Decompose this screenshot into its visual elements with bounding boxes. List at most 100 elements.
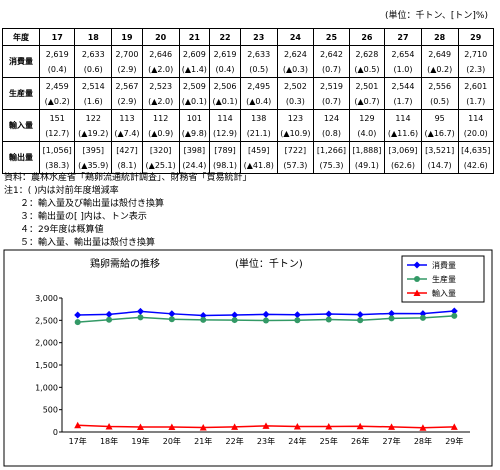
value-cell: 95 xyxy=(420,109,459,126)
chart-title: 鶏卵需給の推移 xyxy=(90,257,160,270)
units: (単位：千トン、[トン]%) xyxy=(384,11,488,21)
change-row: (0.4) (0.6) (2.9) (▲2.0) (▲1.4) (0.4) (0.5) (▲0… xyxy=(3,62,494,78)
value-cell: 2,700 xyxy=(111,45,143,62)
change-cell: (▲0.5) xyxy=(348,62,386,78)
x-tick-label: 28年 xyxy=(414,436,432,446)
data-point xyxy=(388,315,395,322)
change-cell: (▲0.2) xyxy=(420,62,459,78)
change-cell: (▲35.9) xyxy=(74,158,113,174)
value-cell: 129 xyxy=(348,109,386,126)
x-tick-label: 29年 xyxy=(445,436,463,446)
value-cell: 101 xyxy=(178,109,211,126)
value-cell: [427] xyxy=(111,141,143,158)
data-point xyxy=(325,316,332,323)
change-cell: (4.0) xyxy=(348,126,386,142)
value-cell: [1,266] xyxy=(313,141,350,158)
change-cell: (49.1) xyxy=(348,158,386,174)
table: 年度 17 18 19 20 21 22 23 24 25 26 27 28 29 消費量 2,619 2,63… xyxy=(2,28,494,174)
x-tick-label: 26年 xyxy=(351,436,369,446)
data-point xyxy=(231,317,238,324)
data-point xyxy=(419,310,427,318)
value-cell: 2,514 xyxy=(74,77,113,94)
data-point xyxy=(419,314,426,321)
change-cell: (0.8) xyxy=(313,126,350,142)
data-point xyxy=(263,317,269,324)
change-cell: (0.6) xyxy=(74,62,113,78)
x-tick-label: 24年 xyxy=(288,436,306,446)
legend-marker xyxy=(414,276,420,282)
data-point xyxy=(199,423,207,431)
change-cell: (1.7) xyxy=(457,94,494,110)
y-tick-label: 3,000 xyxy=(35,294,58,303)
value-cell: 2,544 xyxy=(384,77,422,94)
header-cell: 年度 xyxy=(2,28,40,46)
x-tick-label: 23年 xyxy=(257,436,275,446)
note: 資料：農林水産省「鶏卵流通統計調査」、財務省「貿易統計」 xyxy=(4,173,252,183)
legend-label: 消費量 xyxy=(432,260,456,270)
value-cell: [789] xyxy=(209,141,241,158)
value-cell: 2,556 xyxy=(420,77,459,94)
change-cell: (42.6) xyxy=(457,158,494,174)
change-cell: (▲0.1) xyxy=(178,94,211,110)
value-cell: 2,506 xyxy=(209,77,241,94)
value-cell: 124 xyxy=(313,109,350,126)
series-line xyxy=(77,315,455,323)
value-cell: [722] xyxy=(276,141,315,158)
value-cell: 2,633 xyxy=(239,45,278,62)
change-cell: (38.3) xyxy=(38,158,76,174)
value-cell: 2,654 xyxy=(384,45,422,62)
change-cell: (21.1) xyxy=(239,126,278,142)
row-label: 消費量 xyxy=(2,45,40,78)
data-point xyxy=(419,424,427,431)
value-cell: [320] xyxy=(141,141,180,158)
value-cell: 113 xyxy=(111,109,143,126)
value-row: 生産量 2,459 2,514 2,567 2,523 2,509 2,506 2,495 2,… xyxy=(2,77,494,110)
change-cell: (12.9) xyxy=(209,126,241,142)
change-cell: (▲10.9) xyxy=(276,126,315,142)
change-cell: (▲0.3) xyxy=(276,62,315,78)
change-cell: (▲25.1) xyxy=(141,158,180,174)
value-cell: 2,501 xyxy=(348,77,386,94)
x-tick-label: 20年 xyxy=(163,436,181,446)
change-cell: (0.3) xyxy=(276,94,315,110)
value-row: 輸出量 [1,056] [395] [427] [320] [398] [789] [459]… xyxy=(2,141,494,174)
legend-marker xyxy=(413,289,421,296)
chart-subtitle: (単位：千トン) xyxy=(235,257,303,270)
note: ３：輸出量の[ ]内は、トン表示 xyxy=(20,212,147,222)
data-point xyxy=(294,317,301,324)
value-cell: 2,459 xyxy=(38,77,76,94)
data-point xyxy=(74,311,82,319)
change-cell: (▲16.7) xyxy=(420,126,459,142)
data-point xyxy=(105,423,113,430)
value-cell: 2,609 xyxy=(178,45,211,62)
data-point xyxy=(325,422,333,430)
value-cell: [1,888] xyxy=(348,141,386,158)
x-tick-label: 27年 xyxy=(382,436,400,446)
data-point xyxy=(231,423,239,430)
change-cell: (▲19.2) xyxy=(74,126,113,142)
change-cell: (2.3) xyxy=(457,62,494,78)
value-cell: 2,519 xyxy=(313,77,350,94)
value-cell: 114 xyxy=(457,109,494,126)
change-row: (38.3) (▲35.9) (8.1) (▲25.1) (24.4) (98.1) (▲4… xyxy=(3,158,494,174)
change-cell: (▲1.4) xyxy=(178,62,211,78)
change-cell: (75.3) xyxy=(313,158,350,174)
note: ２：輸入量及び輸出量は殻付き換算 xyxy=(20,199,165,209)
series-line xyxy=(77,424,455,429)
value-cell: 2,523 xyxy=(141,77,180,94)
change-cell: (12.7) xyxy=(38,126,76,142)
change-cell: (14.7) xyxy=(420,158,459,174)
data-point xyxy=(325,310,333,318)
change-cell: (0.4) xyxy=(209,62,241,78)
change-cell: (1.6) xyxy=(74,94,113,110)
value-cell: 122 xyxy=(74,109,113,126)
y-tick-label: 1,000 xyxy=(35,383,58,392)
x-tick-label: 25年 xyxy=(320,436,338,446)
chart-frame xyxy=(3,249,493,467)
data-point xyxy=(200,316,207,323)
y-tick-label: 2,500 xyxy=(35,316,58,325)
value-row: 輸入量 151 122 113 112 101 114 138 123 124 129 114 95 11… xyxy=(2,109,494,142)
x-tick-label: 22年 xyxy=(226,436,244,446)
value-cell: 123 xyxy=(276,109,315,126)
